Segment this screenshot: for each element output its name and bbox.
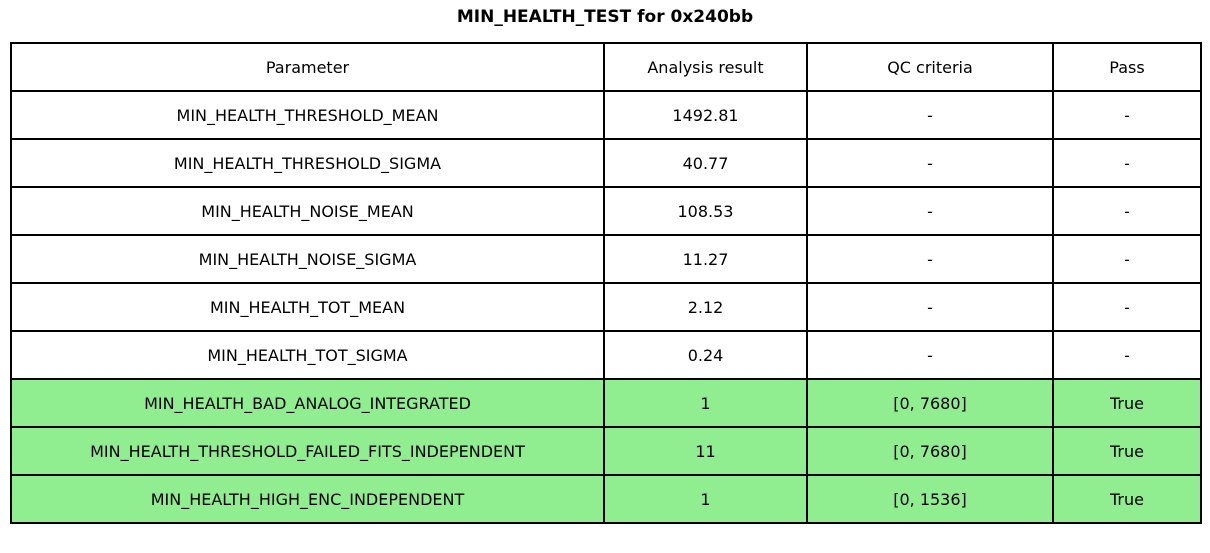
parameter-cell: MIN_HEALTH_HIGH_ENC_INDEPENDENT	[10, 474, 605, 524]
parameter-cell: MIN_HEALTH_THRESHOLD_SIGMA	[10, 138, 605, 188]
parameter-cell: MIN_HEALTH_TOT_MEAN	[10, 282, 605, 332]
analysis-result-cell: 11.27	[603, 234, 808, 284]
table-row: MIN_HEALTH_THRESHOLD_SIGMA 40.77 - -	[10, 138, 1202, 188]
qc-criteria-cell: [0, 7680]	[806, 378, 1054, 428]
page-title: MIN_HEALTH_TEST for 0x240bb	[456, 7, 754, 27]
table-row: MIN_HEALTH_TOT_MEAN 2.12 - -	[10, 282, 1202, 332]
analysis-result-cell: 0.24	[603, 330, 808, 380]
qc-criteria-cell: [0, 7680]	[806, 426, 1054, 476]
column-header-pass: Pass	[1052, 42, 1202, 92]
qc-criteria-cell: -	[806, 282, 1054, 332]
analysis-result-cell: 11	[603, 426, 808, 476]
qc-criteria-cell: -	[806, 186, 1054, 236]
table-row: MIN_HEALTH_BAD_ANALOG_INTEGRATED 1 [0, 7…	[10, 378, 1202, 428]
parameter-cell: MIN_HEALTH_NOISE_SIGMA	[10, 234, 605, 284]
analysis-result-cell: 2.12	[603, 282, 808, 332]
table-row: MIN_HEALTH_TOT_SIGMA 0.24 - -	[10, 330, 1202, 380]
table-row: MIN_HEALTH_THRESHOLD_FAILED_FITS_INDEPEN…	[10, 426, 1202, 476]
qc-criteria-cell: -	[806, 330, 1054, 380]
parameter-cell: MIN_HEALTH_TOT_SIGMA	[10, 330, 605, 380]
parameter-cell: MIN_HEALTH_NOISE_MEAN	[10, 186, 605, 236]
analysis-result-cell: 40.77	[603, 138, 808, 188]
parameter-cell: MIN_HEALTH_THRESHOLD_FAILED_FITS_INDEPEN…	[10, 426, 605, 476]
pass-cell: -	[1052, 90, 1202, 140]
parameter-cell: MIN_HEALTH_BAD_ANALOG_INTEGRATED	[10, 378, 605, 428]
table-row: MIN_HEALTH_HIGH_ENC_INDEPENDENT 1 [0, 15…	[10, 474, 1202, 524]
table-header-row: Parameter Analysis result QC criteria Pa…	[10, 42, 1202, 92]
table-row: MIN_HEALTH_NOISE_SIGMA 11.27 - -	[10, 234, 1202, 284]
analysis-result-cell: 1492.81	[603, 90, 808, 140]
parameter-cell: MIN_HEALTH_THRESHOLD_MEAN	[10, 90, 605, 140]
analysis-result-cell: 108.53	[603, 186, 808, 236]
pass-cell: -	[1052, 186, 1202, 236]
qc-criteria-cell: -	[806, 138, 1054, 188]
pass-cell: True	[1052, 474, 1202, 524]
pass-cell: -	[1052, 138, 1202, 188]
column-header-analysis-result: Analysis result	[603, 42, 808, 92]
qc-criteria-cell: -	[806, 234, 1054, 284]
qc-criteria-cell: [0, 1536]	[806, 474, 1054, 524]
pass-cell: -	[1052, 330, 1202, 380]
column-header-qc-criteria: QC criteria	[806, 42, 1054, 92]
pass-cell: -	[1052, 282, 1202, 332]
analysis-result-cell: 1	[603, 474, 808, 524]
pass-cell: -	[1052, 234, 1202, 284]
table-row: MIN_HEALTH_NOISE_MEAN 108.53 - -	[10, 186, 1202, 236]
qc-results-table: Parameter Analysis result QC criteria Pa…	[10, 42, 1202, 524]
table-row: MIN_HEALTH_THRESHOLD_MEAN 1492.81 - -	[10, 90, 1202, 140]
analysis-result-cell: 1	[603, 378, 808, 428]
pass-cell: True	[1052, 378, 1202, 428]
column-header-parameter: Parameter	[10, 42, 605, 92]
qc-criteria-cell: -	[806, 90, 1054, 140]
pass-cell: True	[1052, 426, 1202, 476]
